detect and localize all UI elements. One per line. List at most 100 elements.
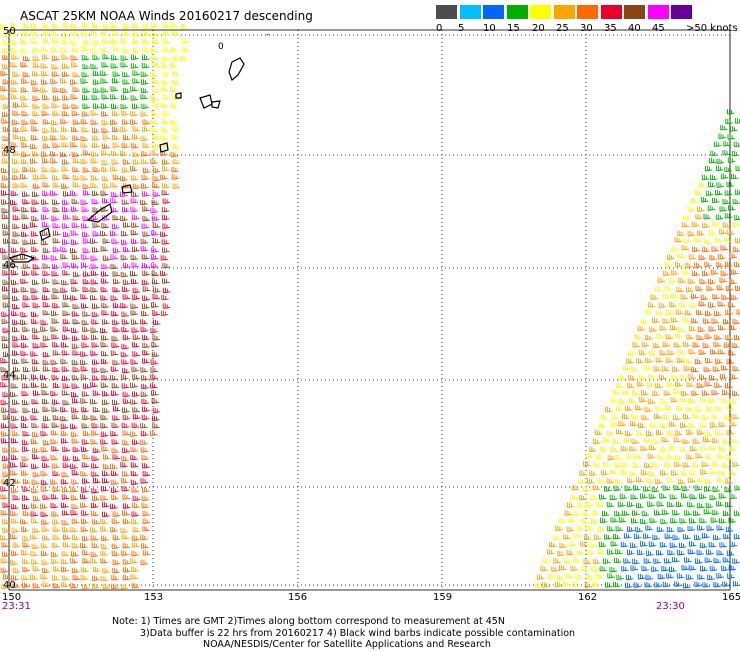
wind-barb (663, 485, 670, 490)
wind-barb (83, 478, 90, 483)
wind-barb (153, 144, 160, 149)
wind-barb (132, 279, 139, 284)
wind-barb (680, 302, 687, 307)
wind-barb (611, 517, 618, 522)
wind-barb (728, 230, 735, 235)
wind-barb (32, 408, 39, 413)
wind-barb (122, 471, 129, 476)
wind-barb (133, 527, 140, 532)
wind-barb (131, 480, 138, 485)
wind-barb (682, 222, 689, 227)
wind-barb (151, 56, 158, 61)
wind-barb (604, 462, 611, 467)
wind-barb (2, 48, 9, 53)
wind-barb (23, 224, 30, 229)
wind-barb (52, 294, 59, 299)
wind-barb (1, 510, 8, 515)
wind-barb (658, 574, 665, 579)
wind-barb (558, 551, 565, 556)
wind-barb (717, 285, 724, 290)
wind-barb (623, 414, 630, 419)
wind-barb (63, 64, 70, 69)
wind-barb (122, 110, 129, 115)
wind-barb (710, 445, 717, 450)
wind-barb (92, 312, 99, 317)
wind-barb (676, 262, 683, 267)
wind-barb (82, 223, 89, 228)
wind-barb (604, 558, 611, 563)
wind-barb (154, 62, 161, 67)
wind-barb (642, 390, 649, 395)
wind-barb (153, 287, 160, 292)
wind-barb (644, 558, 651, 563)
wind-barb (701, 295, 708, 300)
wind-barb (567, 526, 574, 531)
wind-barb (173, 71, 180, 76)
wind-barb (142, 31, 149, 36)
wind-barb (113, 327, 120, 332)
wind-barb (154, 320, 161, 325)
wind-barb (92, 471, 99, 476)
wind-barb (132, 262, 139, 267)
wind-barb (32, 480, 39, 485)
wind-barb (62, 494, 69, 499)
wind-barb (695, 582, 702, 587)
wind-barb (73, 456, 80, 461)
wind-barb (600, 494, 607, 499)
wind-barb (52, 271, 59, 276)
wind-barb (132, 423, 139, 428)
wind-barb (33, 71, 40, 76)
wind-barb (72, 311, 79, 316)
wind-barb (83, 184, 90, 189)
wind-barb (133, 134, 140, 139)
wind-barb (678, 479, 685, 484)
wind-barb (53, 415, 60, 420)
wind-barb (666, 357, 673, 362)
wind-barb (683, 317, 690, 322)
wind-barb (21, 287, 28, 292)
wind-barb (31, 222, 38, 227)
wind-barb (142, 183, 149, 188)
wind-barb (31, 239, 38, 244)
wind-barb (113, 512, 120, 517)
wind-barb (706, 503, 713, 508)
wind-barb (663, 582, 670, 587)
wind-barb (51, 360, 58, 365)
wind-barb (689, 565, 696, 570)
wind-barb (141, 239, 148, 244)
wind-barb (31, 144, 38, 149)
wind-barb (569, 541, 576, 546)
wind-barb (43, 30, 50, 35)
wind-barb (21, 127, 28, 132)
wind-barb (32, 464, 39, 469)
wind-barb (668, 502, 675, 507)
wind-barb (132, 215, 139, 220)
wind-barb (123, 247, 130, 252)
wind-barb (82, 72, 89, 77)
wind-barb (52, 216, 59, 221)
wind-barb (577, 525, 584, 530)
wind-barb (61, 247, 68, 252)
wind-barb (735, 215, 740, 220)
wind-barb (21, 136, 28, 141)
swath-time-right: 23:30 (656, 601, 685, 612)
wind-barb (23, 72, 30, 77)
wind-barb (142, 496, 149, 501)
wind-barb (83, 558, 90, 563)
wind-barb (113, 454, 120, 459)
wind-barb (91, 439, 98, 444)
wind-barb (633, 390, 640, 395)
wind-barb (661, 470, 668, 475)
wind-barb (712, 510, 719, 515)
wind-barb (692, 294, 699, 299)
wind-barb (141, 200, 148, 205)
wind-barb (63, 311, 70, 316)
wind-barb (736, 166, 740, 171)
wind-barb (93, 40, 100, 45)
wind-barb (704, 367, 711, 372)
wind-barb (679, 350, 686, 355)
wind-barb (647, 551, 654, 556)
wind-barb (716, 237, 723, 242)
wind-barb (617, 429, 624, 434)
wind-barb (162, 80, 169, 85)
